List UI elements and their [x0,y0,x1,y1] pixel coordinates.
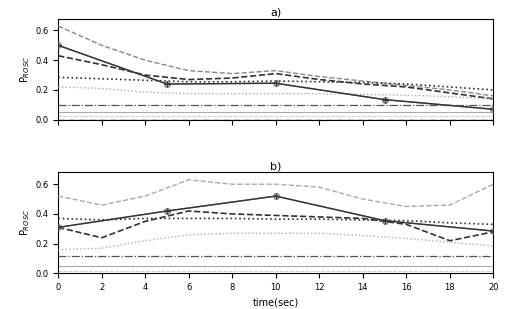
Y-axis label: P$_{ROSC}$: P$_{ROSC}$ [19,209,32,236]
Y-axis label: P$_{ROSC}$: P$_{ROSC}$ [19,56,32,83]
Title: a): a) [270,8,281,18]
Title: b): b) [270,162,281,171]
X-axis label: time(sec): time(sec) [252,298,298,308]
